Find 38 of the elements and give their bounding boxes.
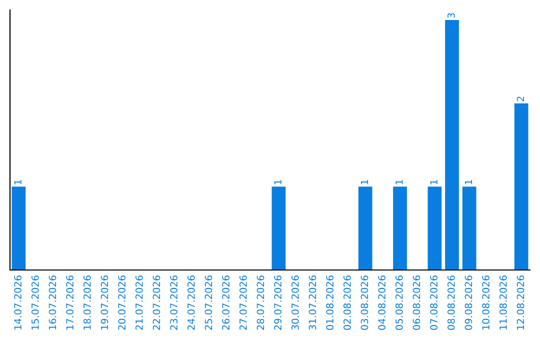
data-label: 1 [14, 180, 22, 184]
x-tick-label: 03.08.2026 [360, 275, 368, 330]
data-label: 1 [360, 180, 368, 184]
x-tick-label: 28.07.2026 [256, 275, 264, 330]
x-tick-label: 31.07.2026 [308, 275, 316, 330]
x-tick-label: 23.07.2026 [170, 275, 178, 330]
x-tick-label: 22.07.2026 [152, 275, 160, 330]
x-tick-label: 24.07.2026 [187, 275, 195, 330]
x-tick-label: 08.08.2026 [447, 275, 455, 330]
x-tick-label: 21.07.2026 [135, 275, 143, 330]
x-tick-label: 16.07.2026 [48, 275, 56, 330]
x-tick-label: 07.08.2026 [430, 275, 438, 330]
data-label: 1 [430, 180, 438, 184]
x-tick-label: 10.08.2026 [482, 275, 490, 330]
data-label: 1 [396, 180, 403, 184]
x-tick-label: 11.08.2026 [499, 275, 507, 330]
x-tick-label: 29.07.2026 [274, 275, 282, 330]
data-label: 1 [274, 180, 282, 184]
x-tick-label: 06.08.2026 [412, 275, 420, 330]
x-tick-label: 14.07.2026 [14, 275, 22, 330]
x-tick-label: 15.07.2026 [31, 275, 39, 330]
x-tick-label: 19.07.2026 [100, 275, 108, 330]
x-tick-label: 20.07.2026 [118, 275, 126, 330]
x-tick-label: 26.07.2026 [222, 275, 230, 330]
x-tick-label: 09.08.2026 [464, 275, 472, 330]
x-tick-label: 01.08.2026 [326, 275, 334, 330]
x-tick-label: 30.07.2026 [291, 275, 299, 330]
x-tick-label: 02.08.2026 [343, 275, 351, 330]
x-tick-label: 12.08.2026 [516, 275, 524, 330]
x-tick-label: 18.07.2026 [83, 275, 91, 330]
x-tick-label: 17.07.2026 [66, 275, 74, 330]
x-tick-label: 04.08.2026 [378, 275, 386, 330]
data-label: 1 [464, 180, 472, 184]
x-tick-label: 05.08.2026 [395, 275, 403, 330]
x-tick-label: 27.07.2026 [239, 275, 247, 330]
x-tick-label: 25.07.2026 [204, 275, 212, 330]
data-label: 3 [447, 13, 455, 18]
data-label: 2 [516, 96, 524, 102]
